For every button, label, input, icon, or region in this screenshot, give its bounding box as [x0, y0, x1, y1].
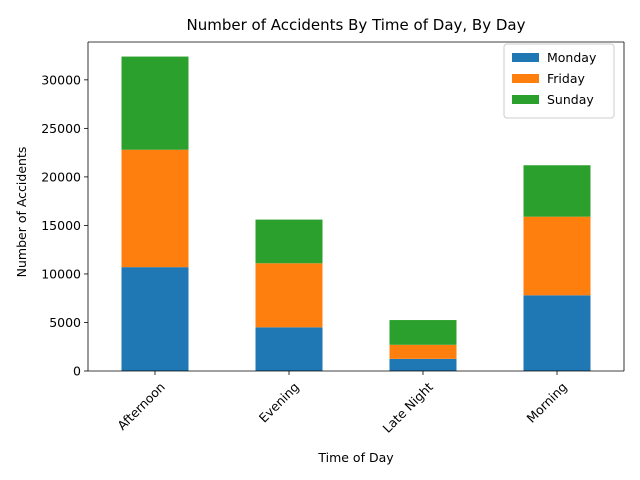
bar-friday-afternoon: [121, 149, 189, 268]
chart-title: Number of Accidents By Time of Day, By D…: [187, 16, 526, 34]
y-tick-label: 30000: [41, 72, 81, 87]
y-tick-label: 10000: [41, 266, 81, 281]
bar-monday-evening: [255, 327, 323, 371]
y-tick-label: 5000: [49, 315, 81, 330]
y-tick-label: 0: [73, 364, 81, 379]
bar-sunday-morning: [523, 165, 591, 217]
bar-monday-late-night: [389, 358, 457, 371]
x-axis-title: Time of Day: [317, 450, 394, 465]
legend: Monday Friday Sunday: [503, 43, 615, 119]
legend-label-friday: Friday: [547, 71, 585, 86]
y-axis-title: Number of Accidents: [14, 147, 29, 278]
bar-friday-late-night: [389, 344, 457, 359]
bar-sunday-late-night: [389, 320, 457, 345]
bar-friday-evening: [255, 263, 323, 328]
bars-layer: [121, 56, 591, 371]
bar-sunday-evening: [255, 219, 323, 264]
legend-label-monday: Monday: [547, 50, 597, 65]
legend-swatch-sunday: [512, 95, 539, 104]
legend-swatch-monday: [512, 53, 539, 62]
y-tick-label: 15000: [41, 218, 81, 233]
legend-label-sunday: Sunday: [547, 92, 594, 107]
y-tick-label: 20000: [41, 169, 81, 184]
bar-sunday-afternoon: [121, 56, 189, 150]
y-tick-label: 25000: [41, 121, 81, 136]
bar-monday-afternoon: [121, 267, 189, 371]
bar-friday-morning: [523, 216, 591, 296]
legend-swatch-friday: [512, 74, 539, 83]
bar-monday-morning: [523, 295, 591, 371]
